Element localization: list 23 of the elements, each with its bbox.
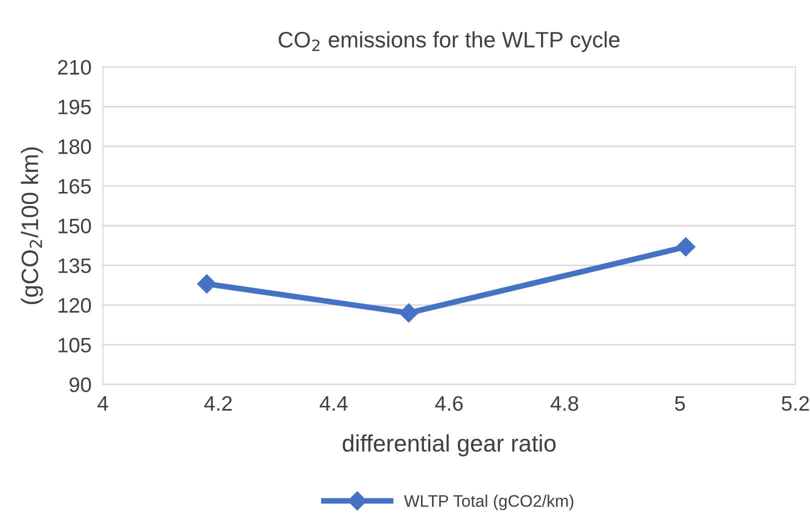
y-tick-label: 150 bbox=[58, 218, 91, 234]
y-tick-label: 165 bbox=[58, 178, 91, 194]
x-tick-label: 4.2 bbox=[204, 396, 232, 411]
point bbox=[197, 274, 216, 294]
y-tick-label: 120 bbox=[58, 298, 91, 313]
point bbox=[399, 303, 418, 323]
y-tick-label: 90 bbox=[70, 377, 91, 392]
chart-title: CO$_{2}$ emissions for the WLTP cycle bbox=[278, 31, 620, 52]
x-tick-label: 4.4 bbox=[320, 396, 348, 411]
y-tick-label: 135 bbox=[58, 258, 91, 274]
x-tick-label: 5 bbox=[675, 396, 685, 411]
x-tick-label: 4 bbox=[98, 396, 108, 411]
y-tick-label: 210 bbox=[58, 60, 91, 75]
x-tick-label: 4.8 bbox=[550, 396, 578, 411]
y-tick-label: 105 bbox=[58, 338, 91, 352]
y-tick-label: 195 bbox=[58, 100, 91, 114]
point bbox=[676, 237, 696, 256]
y-tick-label: 180 bbox=[58, 139, 91, 154]
x-tick-label: 4.6 bbox=[435, 396, 463, 411]
y-axis-title: (gCO$_{2}$/100 km) bbox=[20, 147, 43, 304]
legend-label: WLTP Total (gCO2/km) bbox=[404, 494, 574, 510]
x-axis-title: differential gear ratio bbox=[342, 434, 556, 456]
x-tick-label: 5.2 bbox=[782, 396, 809, 411]
